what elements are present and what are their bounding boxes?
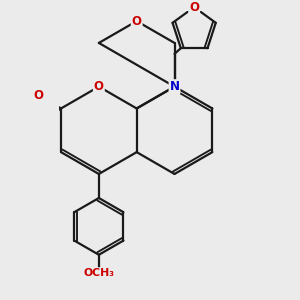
Text: O: O: [189, 1, 199, 13]
Text: O: O: [33, 89, 43, 102]
Text: O: O: [132, 15, 142, 28]
Text: N: N: [169, 80, 179, 93]
Text: OCH₃: OCH₃: [83, 268, 114, 278]
Text: O: O: [94, 80, 104, 93]
